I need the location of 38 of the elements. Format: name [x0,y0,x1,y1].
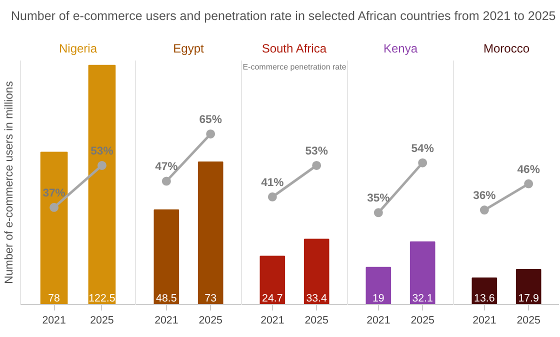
data-label: 65% [199,114,222,126]
chart-title: Nigeria [58,42,98,56]
x-tick-label: 2025 [304,314,329,326]
x-tick-label: 2021 [42,314,66,326]
x-tick-label: 2021 [260,314,284,326]
x-tick-label: 2025 [410,314,435,326]
data-label: 53% [90,145,114,158]
data-label: 122.5 [88,292,116,304]
data-label: 19 [372,292,384,304]
annotation: E-commerce penetration rate [242,62,347,72]
data-label: 78 [48,292,60,304]
data-label: 41% [261,176,284,189]
chart-title: Egypt [173,42,205,56]
data-label: 32.1 [412,292,434,304]
x-tick-label: 2025 [90,314,114,326]
data-label: 13.6 [474,292,495,304]
chart-title: Kenya [383,42,418,56]
data-label: 37% [42,187,66,200]
x-tick-label: 2025 [516,314,541,326]
chart-title: Morocco [483,42,530,56]
data-label: 48.5 [156,292,177,304]
x-tick-label: 2025 [198,314,223,326]
x-tick-label: 2021 [472,314,496,326]
data-label: 73 [204,292,217,304]
x-tick-label: 2021 [366,314,390,326]
data-label: 53% [305,145,328,158]
data-label: 33.4 [306,292,328,304]
data-label: 36% [473,190,496,202]
y-axis-title: Number of e-commerce users in millions [4,80,16,284]
data-label: 24.7 [262,292,283,304]
text: Number of e-commerce users and penetration rate in selected African countries from 2021 to 2025 [11,8,556,25]
data-label: 47% [155,161,178,174]
data-label: 17.9 [518,292,540,304]
chart-title: South Africa [262,42,327,56]
x-tick-label: 2021 [154,314,178,326]
data-label: 54% [411,142,434,155]
data-label: 46% [517,164,540,176]
data-label: 35% [367,192,390,205]
